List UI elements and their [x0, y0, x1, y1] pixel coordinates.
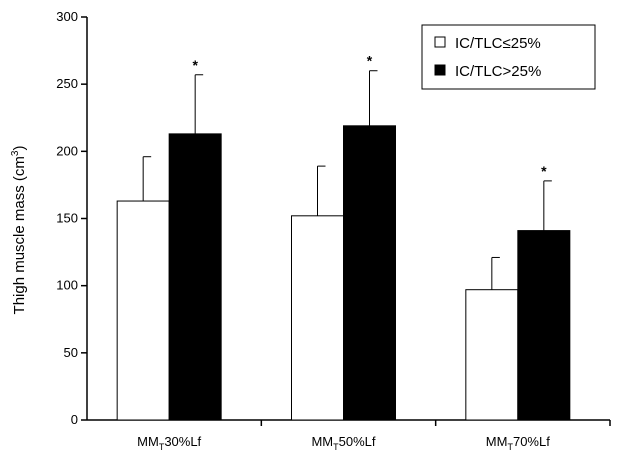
bars — [116, 125, 571, 421]
bar-ic-tlc-low — [291, 215, 344, 421]
y-axis-title-end: ) — [11, 146, 28, 151]
bar-ic-tlc-low — [116, 200, 170, 421]
x-category-label: MMT30%Lf — [137, 434, 201, 452]
legend-label-low: IC/TLC≤25% — [455, 35, 541, 52]
y-tick-label: 0 — [71, 412, 78, 427]
x-category-label: MMT70%Lf — [486, 434, 550, 452]
legend-swatch-black — [434, 64, 446, 76]
x-category-label-rest: 70%Lf — [513, 434, 550, 449]
x-axis: MMT30%Lf MMT50%Lf MMT70%Lf — [87, 419, 611, 452]
y-axis-title: Thigh muscle mass (cm3) — [10, 146, 28, 315]
bar-ic-tlc-high — [168, 133, 222, 421]
significance-marker: * — [541, 163, 547, 179]
y-tick-label: 150 — [56, 211, 78, 226]
x-category-label-sub: T — [159, 442, 165, 452]
significance-marker: * — [367, 53, 373, 69]
x-category-label-sub: T — [507, 442, 513, 452]
x-category-label: MMT50%Lf — [311, 434, 375, 452]
x-category-label-main: MM — [486, 434, 508, 449]
x-category-label-sub: T — [333, 442, 339, 452]
x-category-label-main: MM — [311, 434, 333, 449]
y-tick-label: 100 — [56, 278, 78, 293]
x-category-label-main: MM — [137, 434, 159, 449]
x-category-label-rest: 50%Lf — [339, 434, 376, 449]
legend: IC/TLC≤25% IC/TLC>25% — [421, 24, 596, 90]
legend-label-high: IC/TLC>25% — [455, 63, 541, 80]
y-axis-title-sup: 3 — [10, 150, 21, 156]
bar-ic-tlc-low — [465, 289, 519, 421]
y-axis: 0 50 100 150 200 250 300 — [56, 9, 88, 427]
error-bars: * * * — [142, 53, 552, 290]
x-category-label-rest: 30%Lf — [164, 434, 201, 449]
y-tick-label: 200 — [56, 143, 78, 158]
y-axis-title-main: Thigh muscle mass (cm — [11, 156, 28, 314]
y-tick-label: 250 — [56, 76, 78, 91]
legend-box — [421, 24, 596, 90]
y-tick-label: 50 — [64, 345, 78, 360]
bar-ic-tlc-high — [517, 230, 571, 421]
significance-marker: * — [192, 57, 198, 73]
legend-swatch-white — [434, 36, 446, 48]
bar-ic-tlc-high — [343, 125, 396, 421]
y-tick-label: 300 — [56, 9, 78, 24]
